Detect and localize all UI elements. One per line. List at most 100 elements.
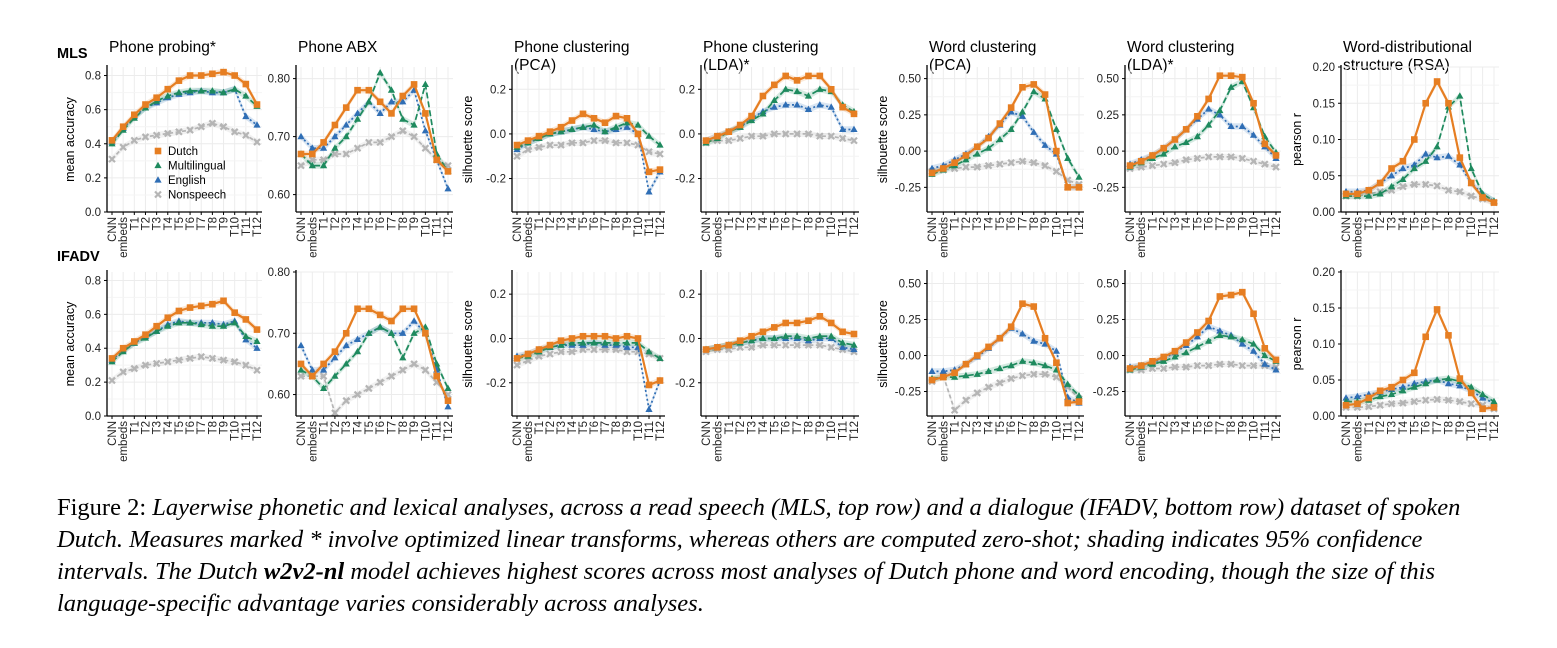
x-tick-label: T1 [1148, 217, 1160, 230]
x-tick-label: T5 [995, 217, 1007, 230]
data-point [410, 317, 418, 324]
data-point [320, 144, 328, 151]
series-line [300, 70, 449, 172]
data-point [816, 341, 824, 349]
y-tick-label: 0.2 [490, 84, 506, 96]
data-point [546, 341, 554, 349]
x-tick-label: embeds [523, 217, 535, 258]
grid [1125, 67, 1281, 212]
data-point [108, 355, 116, 362]
data-point [839, 339, 847, 346]
legend-marker [154, 190, 162, 199]
data-point [973, 389, 982, 397]
series-line [931, 360, 1080, 397]
data-point [141, 361, 150, 369]
data-point [1053, 359, 1060, 367]
data-point [962, 396, 970, 404]
data-point [365, 98, 373, 105]
data-point [793, 77, 801, 84]
y-tick-label: 0.80 [268, 74, 290, 86]
x-tick-label: T9 [1040, 421, 1052, 434]
data-point [1205, 105, 1213, 112]
y-tick-label: 0.05 [1313, 375, 1335, 387]
series-nonspeech [1126, 360, 1280, 374]
data-point [1342, 401, 1350, 409]
data-point [951, 159, 958, 166]
confidence-band [301, 317, 448, 410]
data-point [1053, 147, 1060, 155]
data-point [1261, 345, 1269, 352]
data-point [1041, 334, 1049, 342]
data-point [197, 72, 205, 79]
series-dutch [702, 72, 858, 144]
data-point [793, 341, 801, 349]
data-point [1479, 194, 1486, 201]
x-tick-label: T11 [432, 217, 444, 236]
x-tick-label: T11 [1063, 217, 1075, 236]
data-point [771, 324, 778, 331]
x-tick-label: embeds [1136, 421, 1148, 462]
x-tick-label: CNN [1341, 421, 1353, 446]
data-point [119, 123, 127, 131]
data-point [1490, 199, 1498, 206]
data-point [1030, 337, 1038, 344]
data-point [1467, 192, 1476, 200]
data-point [399, 98, 407, 105]
data-point [568, 335, 576, 342]
y-tick-label: 0.2 [679, 289, 695, 301]
x-tick-label: T11 [1063, 421, 1075, 440]
series-dutch [1342, 78, 1498, 206]
x-tick-label: T1 [950, 421, 962, 434]
x-tick-label: T12 [655, 217, 667, 237]
x-tick-label: T10 [1249, 421, 1261, 441]
x-tick-label: T5 [174, 217, 186, 230]
series-dutch [513, 332, 664, 389]
data-point [702, 346, 710, 353]
x-tick-label: T9 [1237, 217, 1249, 230]
panel-mls-6: Word clustering(LDA)* -0.25 0.00 0.25 0.50 CN… [1093, 39, 1283, 258]
data-point [1376, 401, 1384, 409]
data-point [546, 128, 554, 135]
data-point [557, 127, 565, 135]
x-tick-label: T8 [207, 217, 219, 230]
data-point [209, 300, 216, 308]
panel-mls-3: Phone clustering(PCA) -0.2 0.0 0.2 CNN embeds… [461, 39, 667, 258]
series-line [1346, 94, 1495, 202]
data-point [342, 341, 350, 349]
data-point [253, 138, 261, 146]
data-point [1261, 140, 1269, 148]
x-tick-label: embeds [938, 217, 950, 258]
data-point [1160, 150, 1168, 157]
legend: Dutch Multilingual English Nonspeech [154, 146, 226, 202]
data-point [1456, 375, 1464, 382]
data-point [984, 367, 993, 374]
data-point [579, 339, 587, 346]
data-point [996, 334, 1004, 342]
data-point [940, 165, 947, 172]
data-point [1216, 360, 1224, 368]
data-point [1411, 369, 1418, 377]
data-point [1064, 380, 1072, 387]
data-point [1467, 389, 1475, 397]
x-tick-label: T2 [735, 217, 747, 230]
y-tick-label: 0.0 [490, 333, 506, 345]
data-point [164, 322, 172, 329]
data-point [579, 110, 587, 118]
data-point [320, 384, 328, 392]
x-tick-label: T9 [409, 217, 421, 230]
data-point [421, 144, 430, 152]
data-point [1193, 361, 1202, 370]
data-point [353, 109, 362, 116]
data-point [1479, 390, 1487, 397]
figure-caption: Figure 2: Layerwise phonetic and lexical… [57, 492, 1507, 620]
data-point [645, 132, 653, 139]
data-point [1160, 144, 1167, 152]
data-point [1182, 339, 1190, 346]
data-point [827, 343, 836, 352]
data-point [1433, 142, 1441, 150]
data-point [164, 92, 172, 99]
data-point [1261, 351, 1269, 359]
data-point [782, 72, 789, 80]
x-tick-label: CNN [927, 421, 939, 446]
